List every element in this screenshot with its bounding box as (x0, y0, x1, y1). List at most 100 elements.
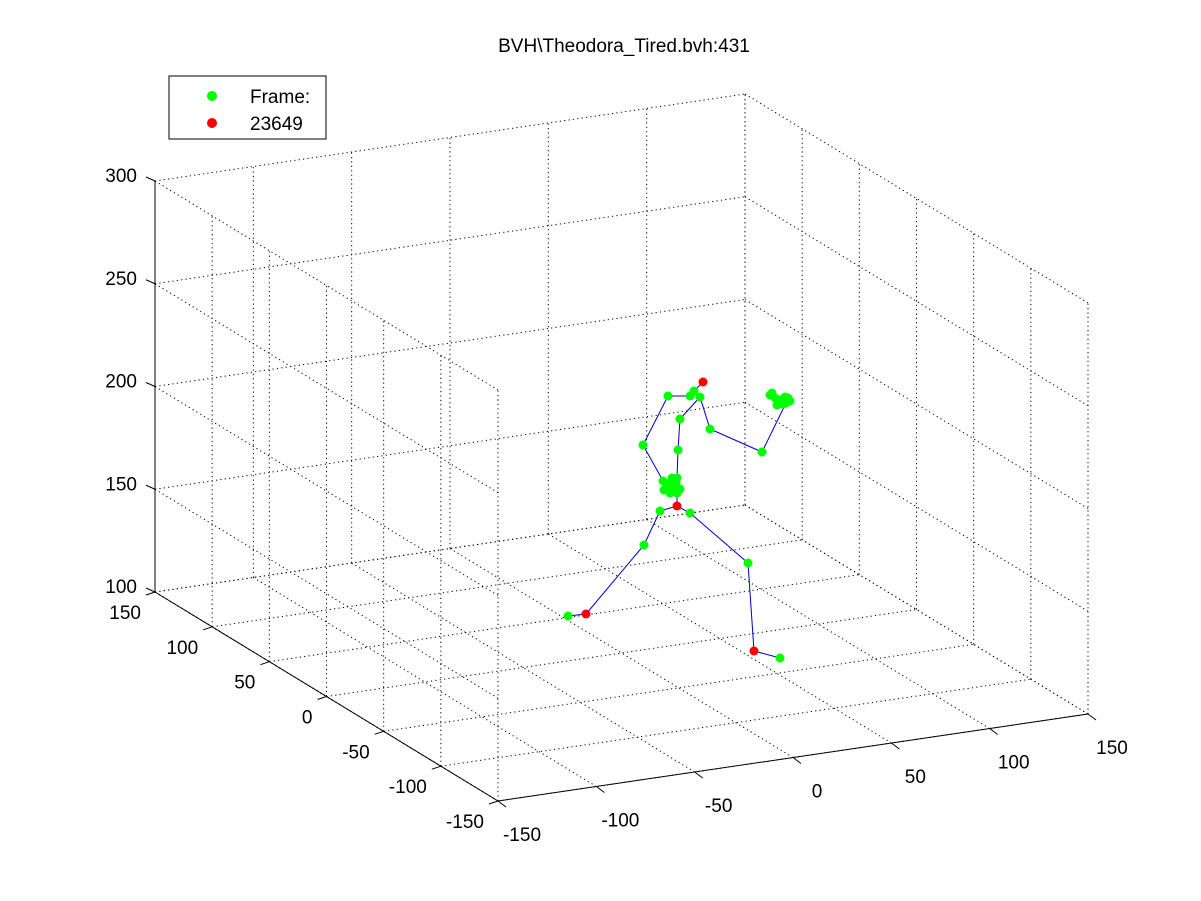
x-tick-mark (694, 771, 703, 779)
bone-segment (709, 428, 763, 453)
bone-segment (747, 562, 755, 652)
bone-segment (643, 510, 661, 546)
end-site-point (672, 501, 682, 511)
z-tick-mark (145, 176, 156, 182)
y-tick-mark (431, 765, 441, 770)
joint-point (675, 414, 685, 424)
x-tick-label: -100 (601, 811, 639, 832)
grid-line-backwall-z (154, 299, 746, 387)
grid-line-sidewall-z (154, 488, 499, 699)
grid-line-floor-x (253, 577, 597, 787)
bone-segment (761, 402, 787, 453)
z-tick-label: 300 (105, 166, 137, 187)
y-tick-label: -150 (446, 812, 484, 833)
joint-point (695, 392, 705, 402)
legend-box (168, 75, 327, 140)
grid-line-floor-x (646, 519, 990, 729)
bone-segment (679, 396, 701, 420)
y-tick-mark (488, 800, 499, 805)
grid-line-sidewall-z (154, 283, 499, 494)
y-tick-label: 50 (234, 673, 255, 694)
z-tick-mark (145, 382, 156, 387)
joint-point (767, 388, 777, 398)
bone-segment (689, 512, 749, 564)
axes-grid (154, 93, 1089, 802)
y-tick-label: 0 (302, 708, 313, 729)
joint-point (662, 483, 672, 493)
end-site-point (581, 609, 591, 619)
x-tick-label: 50 (905, 767, 926, 788)
joint-point (672, 473, 682, 483)
grid-line-floor-x (449, 548, 794, 758)
x-tick-mark (891, 742, 900, 750)
grid-line-rightwall-z (744, 93, 1089, 304)
z-tick-label: 150 (105, 474, 137, 495)
grid-line-rightwall-z (744, 504, 1089, 715)
joint-point (655, 506, 665, 516)
x-tick-label: 100 (998, 753, 1030, 774)
grid-line-floor-y (440, 678, 1031, 767)
y-tick-label: 150 (109, 603, 141, 624)
end-site-point (698, 377, 708, 387)
legend: Frame: 23649 (168, 75, 327, 140)
joint-point (775, 653, 785, 663)
y-tick-label: 100 (166, 638, 198, 659)
bone-segment (676, 449, 679, 479)
joint-point (685, 508, 695, 518)
joint-point (673, 445, 683, 455)
x-tick-mark (792, 757, 802, 764)
z-tick-mark (145, 587, 156, 593)
bone-segment (642, 395, 669, 446)
joint-point (743, 558, 753, 568)
x-tick-label: -150 (503, 825, 541, 846)
joint-point (639, 540, 649, 550)
joint-point (757, 447, 767, 457)
y-tick-label: -50 (342, 742, 369, 763)
joint-point (705, 424, 715, 434)
x-tick-mark (497, 800, 507, 808)
joint-point (675, 484, 685, 494)
skeleton-bones (567, 381, 791, 659)
x-tick-label: 0 (812, 782, 823, 803)
grid-line-rightwall-z (744, 401, 1089, 612)
axes-frame (154, 181, 1089, 802)
z-tick-label: 200 (105, 372, 137, 393)
joint-point (663, 391, 673, 401)
bone-segment (585, 544, 645, 615)
joint-point (781, 398, 791, 408)
z-tick-label: 250 (105, 269, 137, 290)
x-tick-mark (1087, 713, 1097, 721)
grid-line-rightwall-z (744, 299, 1089, 509)
x-tick-mark (596, 786, 605, 793)
bone-segment (677, 418, 681, 451)
grid-line-floor-y (326, 609, 917, 697)
y-tick-mark (203, 626, 213, 631)
joint-point (638, 440, 648, 450)
bone-segment (699, 396, 711, 430)
joint-point (563, 611, 573, 621)
legend-marker-number (207, 118, 217, 128)
x-tick-label: 150 (1096, 738, 1128, 759)
y-tick-mark (260, 661, 270, 666)
z-tick-label: 100 (105, 577, 137, 598)
grid-line-sidewall-z (154, 386, 499, 596)
z-tick-mark (145, 484, 156, 490)
grid-line-sidewall-z (154, 180, 499, 391)
grid-line-rightwall-z (744, 196, 1089, 407)
skeleton-joints (563, 377, 795, 663)
chart-title: BVH\Theodora_Tired.bvh:431 (498, 36, 750, 57)
joint-point (685, 391, 695, 401)
x-tick-label: -50 (705, 796, 732, 817)
legend-marker-frame (207, 91, 217, 101)
y-tick-mark (145, 591, 156, 596)
legend-label-frame: Frame: (250, 87, 310, 108)
z-tick-mark (145, 279, 156, 285)
axis-ticks: -150 -100 -50 0 50 100 150 -150 -100 -50 0 50 100 150… (105, 166, 1128, 846)
y-tick-mark (374, 730, 384, 735)
legend-label-number: 23649 (250, 114, 303, 135)
y-tick-mark (317, 696, 327, 700)
end-site-point (749, 646, 759, 656)
grid-line-floor-x (548, 533, 892, 744)
grid-line-floor-y (383, 643, 974, 732)
